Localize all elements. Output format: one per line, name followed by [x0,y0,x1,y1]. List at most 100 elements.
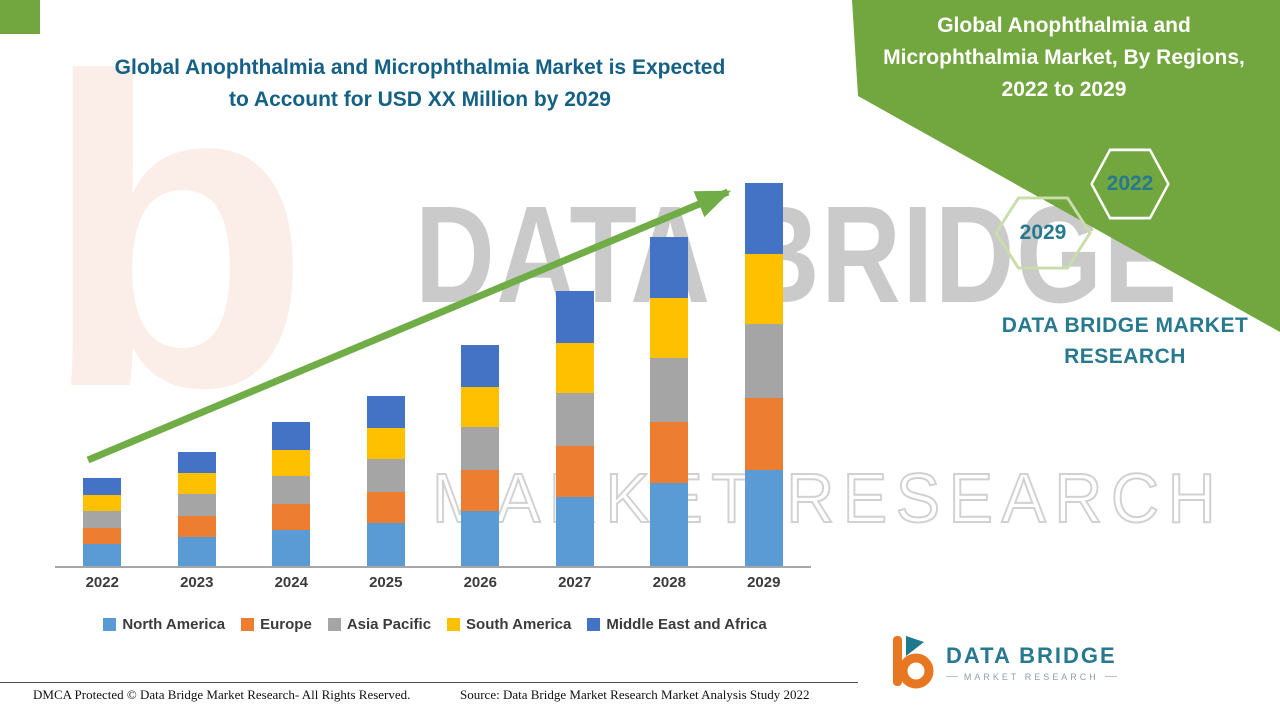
bar-segment-north-america [461,511,500,566]
stacked-bar-2029 [744,183,783,566]
stacked-bar-2025 [366,396,405,566]
footer-divider [0,682,858,683]
x-axis-label-2027: 2027 [558,574,592,591]
stacked-bar-2023 [177,452,216,566]
legend-item-north-america: North America [103,616,225,633]
legend-swatch-middle-east-and-africa [587,618,601,631]
logo-divider-line [1104,676,1117,677]
bar-segment-middle-east-and-africa [650,237,689,298]
hexagon-badge-2022: 2022 [1090,148,1170,220]
bar-segment-north-america [555,497,594,566]
bar-plot [55,160,811,568]
bar-segment-south-america [83,495,122,511]
hexagon-badge-2029: 2029 [994,196,1092,270]
dbmr-logo: DATA BRIDGE MARKET RESEARCH [890,634,1117,690]
right-panel-title: Global Anophthalmia and Microphthalmia M… [856,10,1272,106]
hexagon-year-2022: 2022 [1106,172,1154,195]
brand-wordmark-line1: DATA BRIDGE MARKET [1001,314,1249,337]
legend-swatch-asia-pacific [327,618,341,631]
x-axis-label-2026: 2026 [463,574,497,591]
bar-segment-north-america [744,470,783,566]
brand-wordmark: DATA BRIDGE MARKET RESEARCH [960,310,1280,372]
x-axis-label-2024: 2024 [274,574,308,591]
bar-segment-asia-pacific [555,393,594,446]
bar-segment-middle-east-and-africa [744,183,783,254]
bar-segment-asia-pacific [461,427,500,470]
x-axis-label-2023: 2023 [180,574,214,591]
chart-title-line1: Global Anophthalmia and Microphthalmia M… [114,56,726,79]
right-title-line1: Global Anophthalmia and [937,14,1191,37]
bar-segment-north-america [650,483,689,566]
bar-segment-north-america [177,537,216,566]
legend-item-europe: Europe [241,616,312,633]
bar-segment-europe [272,504,311,530]
x-axis-label-2029: 2029 [747,574,781,591]
bar-segment-europe [461,470,500,511]
hexagon-year-2029: 2029 [1019,221,1067,244]
x-axis-label-2025: 2025 [369,574,403,591]
bar-segment-south-america [272,450,311,476]
bar-segment-europe [650,422,689,483]
bar-segment-asia-pacific [272,476,311,504]
bar-segment-middle-east-and-africa [83,478,122,495]
bar-segment-middle-east-and-africa [177,452,216,473]
bar-segment-europe [83,528,122,544]
bar-segment-south-america [461,387,500,427]
legend-label-middle-east-and-africa: Middle East and Africa [606,616,767,633]
bar-segment-asia-pacific [744,324,783,398]
bar-segment-north-america [272,530,311,566]
bar-segment-south-america [555,343,594,393]
bar-column-2023 [150,160,245,566]
bar-segment-asia-pacific [83,511,122,528]
stacked-bar-2027 [555,291,594,566]
bar-segment-middle-east-and-africa [555,291,594,343]
bar-segment-middle-east-and-africa [461,345,500,387]
bar-segment-europe [744,398,783,470]
chart-title-line2: to Account for USD XX Million by 2029 [229,88,611,111]
x-axis-label-2028: 2028 [652,574,686,591]
chart-legend: North America Europe Asia Pacific South Ame… [55,616,815,633]
legend-item-south-america: South America [447,616,571,633]
bar-column-2026 [433,160,528,566]
stacked-bar-2026 [461,345,500,566]
stacked-bar-2022 [83,478,122,566]
logo-divider-line [946,676,958,677]
bar-segment-south-america [366,428,405,459]
bar-segment-europe [177,516,216,537]
bar-segment-south-america [744,254,783,324]
bar-segment-south-america [650,298,689,358]
x-axis-label-2022: 2022 [85,574,119,591]
bar-segment-north-america [83,544,122,566]
bar-segment-middle-east-and-africa [366,396,405,428]
right-title-line3: 2022 to 2029 [1001,78,1127,101]
bar-column-2028 [622,160,717,566]
logo-tagline-text: MARKET RESEARCH [963,671,1099,682]
bar-column-2029 [717,160,812,566]
chart-title: Global Anophthalmia and Microphthalmia M… [20,52,820,116]
stacked-bar-2024 [272,422,311,566]
right-title-line2: Microphthalmia Market, By Regions, [883,46,1245,69]
legend-label-south-america: South America [466,616,572,633]
stacked-bar-2028 [650,237,689,566]
bar-segment-asia-pacific [177,494,216,516]
bar-segment-middle-east-and-africa [272,422,311,450]
x-axis-labels: 2022 2023 2024 2025 2026 2027 2028 2029 [55,574,811,591]
bar-column-2027 [528,160,623,566]
bar-segment-europe [555,446,594,497]
footer-dmca-text: DMCA Protected © Data Bridge Market Rese… [33,687,411,702]
bar-segment-europe [366,492,405,523]
footer-source-text: Source: Data Bridge Market Research Mark… [460,687,810,702]
legend-item-asia-pacific: Asia Pacific [327,616,432,633]
legend-swatch-north-america [103,618,117,631]
corner-accent-square [0,0,40,34]
legend-item-middle-east-and-africa: Middle East and Africa [587,616,767,633]
brand-wordmark-line2: RESEARCH [1064,345,1186,368]
bar-segment-asia-pacific [650,358,689,422]
logo-brand-text: DATA BRIDGE [946,642,1117,668]
legend-label-asia-pacific: Asia Pacific [346,616,432,633]
dbmr-logo-mark-icon [893,636,934,689]
bar-column-2022 [55,160,150,566]
bar-segment-south-america [177,473,216,494]
bar-column-2024 [244,160,339,566]
